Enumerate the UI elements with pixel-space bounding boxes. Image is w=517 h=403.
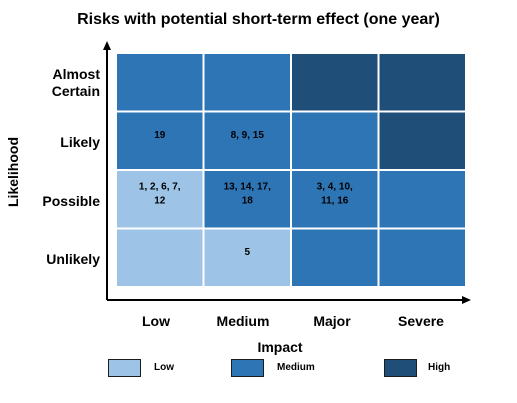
cell-label: 8, 9, 15 xyxy=(231,130,265,141)
col-label-severe: Severe xyxy=(398,313,444,329)
cell-likely-medium xyxy=(202,110,292,171)
cell-possible-low xyxy=(115,169,205,230)
y-axis-arrow xyxy=(103,41,111,50)
legend-swatch-medium xyxy=(231,359,264,377)
cell-label: 1, 2, 6, 7, 12 xyxy=(139,181,181,206)
col-label-low: Low xyxy=(142,313,170,329)
x-axis-arrow xyxy=(462,296,471,304)
cell-likely-low xyxy=(115,110,205,171)
cell-almost-certain-major xyxy=(290,52,380,113)
cell-almost-certain-low xyxy=(115,52,205,113)
axes xyxy=(103,41,471,304)
x-axis-title: Impact xyxy=(257,339,303,355)
legend-swatch-high xyxy=(384,359,417,377)
row-label-almost-certain: Almost Certain xyxy=(51,66,100,99)
cell-almost-certain-medium xyxy=(202,52,292,113)
legend-label-medium: Medium xyxy=(277,362,315,373)
row-label-likely: Likely xyxy=(60,134,100,150)
col-label-medium: Medium xyxy=(216,313,270,329)
row-label-unlikely: Unlikely xyxy=(46,251,100,267)
cell-almost-certain-severe xyxy=(377,52,467,113)
cell-unlikely-major xyxy=(290,227,380,288)
cell-label: 19 xyxy=(154,130,166,141)
legend-swatch-low xyxy=(108,359,141,377)
cell-unlikely-severe xyxy=(377,227,467,288)
cell-unlikely-medium xyxy=(202,227,292,288)
chart-title: Risks with potential short-term effect (… xyxy=(77,11,440,28)
cell-likely-major xyxy=(290,110,380,171)
cell-possible-medium xyxy=(202,169,292,230)
cell-likely-severe xyxy=(377,110,467,171)
cell-unlikely-low xyxy=(115,227,205,288)
legend-label-high: High xyxy=(428,362,451,373)
legend-label-low: Low xyxy=(154,362,174,373)
col-label-major: Major xyxy=(313,313,351,329)
cell-label: 5 xyxy=(244,247,250,258)
cell-label: 13, 14, 17, 18 xyxy=(224,181,271,206)
row-label-possible: Possible xyxy=(42,193,100,209)
cell-label: 3, 4, 10, 11, 16 xyxy=(317,181,353,206)
cell-possible-severe xyxy=(377,169,467,230)
